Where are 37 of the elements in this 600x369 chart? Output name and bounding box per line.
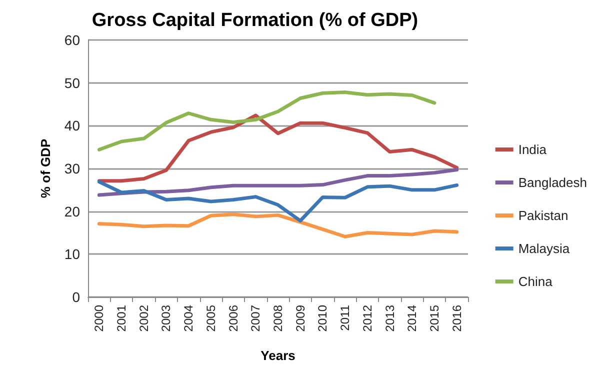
- x-axis-title: Years: [260, 348, 296, 363]
- line-series: [97, 90, 436, 152]
- y-tick-label: 60: [64, 32, 80, 48]
- legend-label: India: [518, 142, 548, 157]
- y-axis-title: % of GDP: [38, 138, 53, 198]
- line-series: [97, 180, 459, 223]
- y-tick-label: 10: [64, 246, 80, 262]
- legend-label: Pakistan: [518, 208, 568, 223]
- x-tick-label: 2013: [382, 304, 397, 332]
- x-tick-label: 2007: [248, 304, 263, 332]
- x-tick-label: 2006: [226, 304, 240, 332]
- x-tick-label: 2016: [450, 304, 464, 332]
- x-tick-label: 2011: [338, 304, 352, 331]
- x-tick-label: 2005: [204, 304, 218, 332]
- x-tick-label: 2000: [92, 304, 106, 332]
- y-tick-label: 0: [72, 289, 80, 305]
- y-tick-label: 50: [64, 74, 80, 91]
- legend-label: Bangladesh: [518, 175, 588, 190]
- line-series: [97, 168, 459, 197]
- x-tick-label: 2004: [182, 304, 196, 332]
- legend-label: China: [518, 274, 554, 289]
- x-tick-label: 2002: [136, 304, 151, 332]
- x-tick-label: 2012: [360, 304, 374, 332]
- x-tick-label: 2014: [405, 304, 420, 332]
- line-series: [97, 114, 459, 183]
- x-tick-label: 2003: [159, 304, 174, 332]
- x-tick-label: 2008: [271, 304, 285, 332]
- chart-title: Gross Capital Formation (% of GDP): [92, 10, 418, 31]
- y-tick-label: 20: [64, 203, 80, 220]
- x-tick-label: 2009: [293, 304, 308, 332]
- y-tick-label: 40: [64, 118, 80, 134]
- x-tick-label: 2015: [427, 304, 442, 332]
- line-series: [97, 212, 459, 238]
- legend-label: Malaysia: [518, 241, 570, 256]
- x-tick-label: 2010: [316, 304, 330, 332]
- y-tick-label: 30: [64, 160, 80, 176]
- x-tick-label: 2001: [114, 304, 129, 332]
